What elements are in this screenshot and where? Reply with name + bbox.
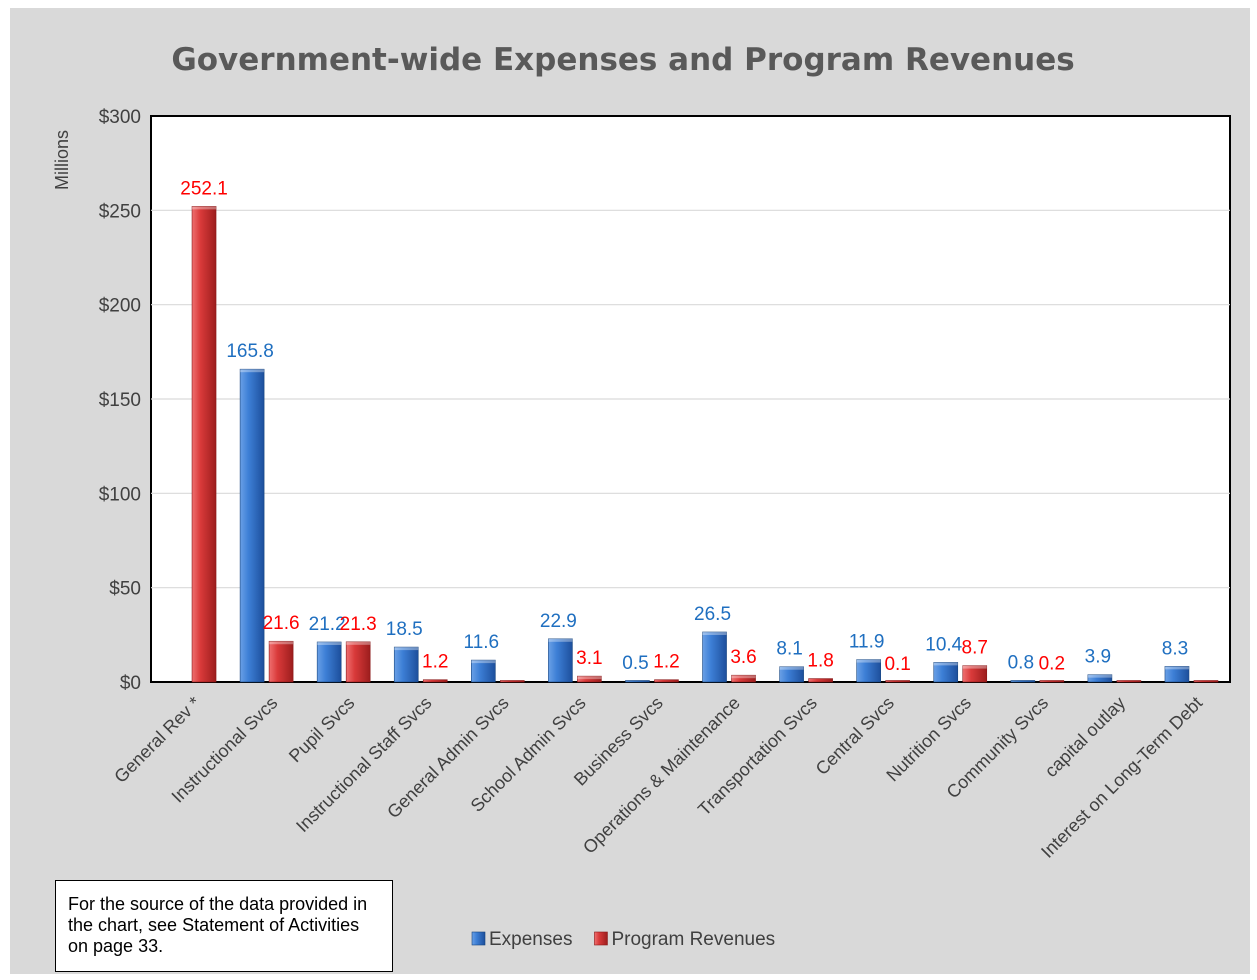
expenses-bar-highlight	[703, 632, 727, 635]
program-revenues-data-label: 8.7	[962, 638, 988, 659]
program-revenues-bar-highlight	[269, 641, 293, 644]
program-revenues-data-label: 3.6	[730, 647, 756, 668]
y-tick-label: $250	[99, 201, 141, 222]
x-tick-labels: General Rev *Instructional Svcs Pupil Svc…	[110, 693, 1206, 862]
y-tick-label: $150	[99, 390, 141, 411]
legend-swatch-program-revenues	[594, 932, 607, 945]
expenses-bar-highlight	[780, 667, 804, 670]
program-revenues-bar	[1040, 681, 1064, 683]
expenses-bar	[240, 369, 264, 682]
program-revenues-bar	[654, 680, 678, 682]
legend: Expenses Program Revenues	[472, 929, 775, 950]
expenses-bar	[857, 660, 881, 682]
x-tick-label: Pupil Svcs	[285, 693, 359, 767]
program-revenues-data-label: 252.1	[180, 178, 228, 199]
program-revenues-bar	[269, 641, 293, 682]
program-revenues-bar	[886, 681, 910, 683]
expenses-bar-highlight	[1088, 675, 1112, 678]
y-tick-label: $300	[99, 107, 141, 128]
expenses-bar	[625, 681, 649, 683]
chart-title: Government-wide Expenses and Program Rev…	[171, 42, 1074, 78]
y-tick-label: $100	[99, 484, 141, 505]
expenses-bar-highlight	[394, 647, 418, 650]
program-revenues-bar	[1194, 681, 1218, 683]
expenses-data-label: 0.5	[622, 653, 648, 674]
program-revenues-bar	[423, 680, 447, 682]
expenses-data-label: 22.9	[540, 611, 577, 632]
program-revenues-bar-highlight	[192, 206, 216, 209]
expenses-bar-highlight	[857, 660, 881, 663]
program-revenues-bar-highlight	[963, 666, 987, 669]
program-revenues-data-label: 1.8	[807, 651, 833, 672]
legend-label-program-revenues: Program Revenues	[611, 929, 775, 950]
expenses-bar-highlight	[548, 639, 572, 642]
expenses-data-label: 11.6	[464, 632, 500, 653]
x-tick-label: Interest on Long-Term Debt	[1037, 693, 1206, 862]
expenses-bar-highlight	[1165, 666, 1189, 669]
program-revenues-bar	[1117, 681, 1141, 683]
program-revenues-data-label: 1.2	[653, 652, 679, 673]
program-revenues-bar	[192, 206, 216, 682]
expenses-bar-highlight	[471, 660, 495, 663]
expenses-bar-highlight	[934, 662, 958, 665]
program-revenues-bar-highlight	[732, 675, 756, 678]
expenses-bar-highlight	[317, 642, 341, 645]
x-tick-label: Operations & Maintenance	[579, 693, 744, 858]
program-revenues-data-label: 1.2	[422, 652, 448, 673]
program-revenues-bar-highlight	[346, 642, 370, 645]
y-tick-label: $50	[109, 579, 141, 600]
x-tick-label: Central Svcs	[812, 693, 898, 779]
expenses-bar	[703, 632, 727, 682]
x-tick-label: Instructional Staff Svcs	[292, 693, 435, 836]
expenses-data-label: 18.5	[386, 619, 423, 640]
program-revenues-bar	[346, 642, 370, 682]
expenses-data-label: 10.4	[925, 634, 962, 655]
expenses-bar	[394, 647, 418, 682]
y-tick-labels: $0 $50 $100 $150 $200 $250 $300	[99, 107, 141, 694]
expenses-bar	[471, 660, 495, 682]
expenses-data-label: 26.5	[694, 604, 731, 625]
expenses-data-label: 8.1	[776, 639, 802, 660]
y-axis-label: Millions	[52, 130, 72, 190]
program-revenues-data-label: 21.3	[340, 614, 377, 635]
expenses-bar-highlight	[240, 369, 264, 372]
source-note: For the source of the data provided in t…	[55, 880, 393, 972]
expenses-data-label: 3.9	[1085, 647, 1111, 668]
legend-swatch-expenses	[472, 932, 485, 945]
y-tick-label: $0	[120, 673, 141, 694]
program-revenues-bar-highlight	[577, 676, 601, 679]
program-revenues-data-label: 21.6	[263, 613, 300, 634]
y-tick-label: $200	[99, 296, 141, 317]
expenses-bar	[548, 639, 572, 682]
expenses-data-label: 0.8	[1008, 652, 1034, 673]
expenses-bar	[317, 642, 341, 682]
expenses-data-label: 165.8	[226, 341, 274, 362]
expenses-data-label: 8.3	[1162, 638, 1188, 659]
expenses-data-label: 11.9	[849, 632, 885, 653]
program-revenues-data-label: 0.2	[1039, 654, 1065, 675]
legend-label-expenses: Expenses	[489, 929, 572, 950]
program-revenues-bar	[500, 681, 524, 683]
expenses-bar	[1011, 680, 1035, 682]
program-revenues-data-label: 0.1	[884, 654, 910, 675]
program-revenues-bar	[809, 679, 833, 682]
program-revenues-data-label: 3.1	[576, 648, 602, 669]
